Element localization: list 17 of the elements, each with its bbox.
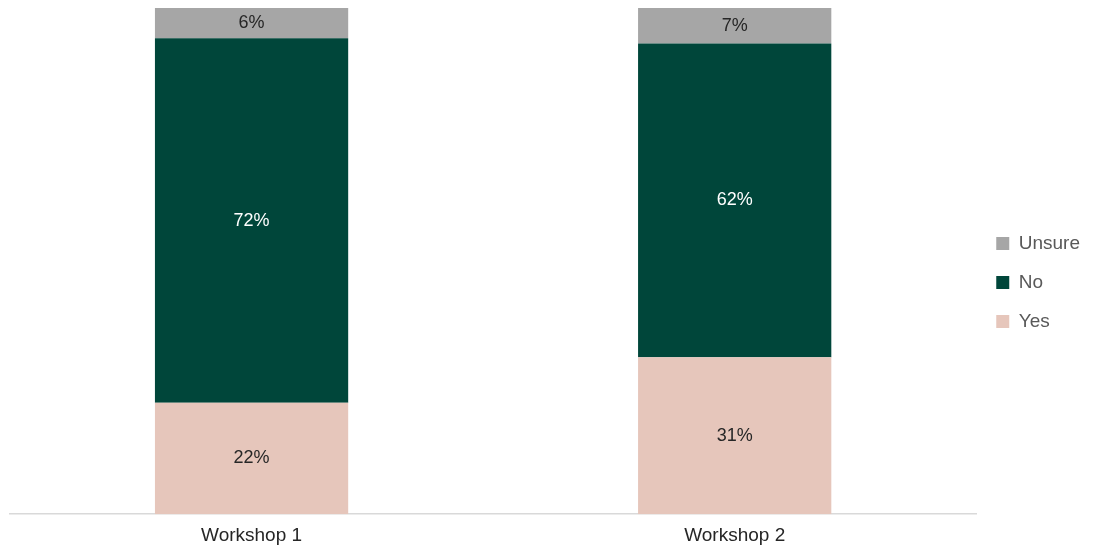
bar xyxy=(154,8,349,39)
legend-label: Yes xyxy=(1018,309,1050,331)
bar xyxy=(638,43,832,358)
data-label: 22% xyxy=(233,447,270,468)
data-label: 7% xyxy=(721,14,748,35)
legend-label: No xyxy=(1018,270,1044,292)
x-tick-label: Workshop 1 xyxy=(201,523,303,545)
bar xyxy=(154,402,349,515)
legend-label: Unsure xyxy=(1018,231,1080,253)
bar xyxy=(154,38,349,403)
bar xyxy=(638,357,832,515)
x-tick-label: Workshop 2 xyxy=(684,523,786,545)
data-label: 6% xyxy=(238,12,265,33)
bar xyxy=(638,8,832,44)
data-label: 72% xyxy=(233,209,270,230)
data-label: 31% xyxy=(716,424,753,445)
data-label: 62% xyxy=(716,189,753,210)
